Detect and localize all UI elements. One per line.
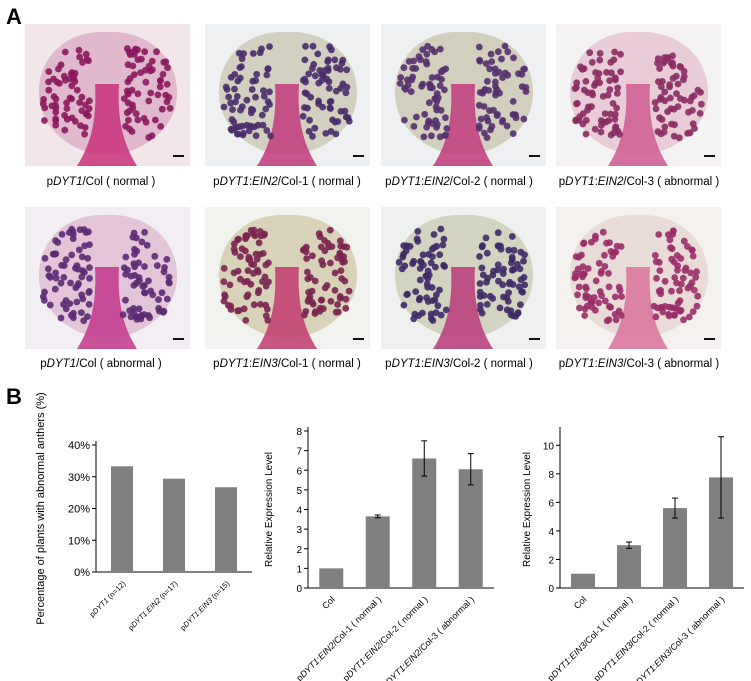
anther-micrograph xyxy=(205,24,370,166)
y-tick-label: 6 xyxy=(296,466,302,477)
micrograph-caption: pDYT1:EIN2/Col-1 ( normal ) xyxy=(213,176,361,188)
micrograph-caption: pDYT1:EIN2/Col-3 ( abnormal ) xyxy=(558,176,720,188)
category-label: pDYT1:EIN2 (n=17) xyxy=(126,579,179,632)
micrograph-caption: pDYT1/Col ( abnormal ) xyxy=(40,358,162,370)
y-tick-label: 0% xyxy=(74,567,90,579)
anther-micrograph xyxy=(381,24,546,166)
y-axis-label: Relative Expression Level xyxy=(522,452,533,567)
ein3-expression-chart: 0 2 4 6 8 10 Relative Expression Level Col pDYT1… xyxy=(520,418,751,681)
error-bar xyxy=(718,436,724,519)
anther-micrograph xyxy=(205,207,370,349)
y-tick-label: 8 xyxy=(296,427,302,438)
bar xyxy=(571,573,595,588)
micrograph-caption: pDYT1:EIN3/Col-3 ( abnormal ) xyxy=(558,358,720,370)
category-label: pDYT1:EIN2/Col-1 ( normal ) xyxy=(294,594,383,681)
anther-micrograph xyxy=(25,207,190,349)
category-label: pDYT1:EIN3/Col-1 ( normal ) xyxy=(546,594,635,681)
error-bar xyxy=(626,541,632,549)
anther-micrograph xyxy=(556,24,721,166)
error-bar xyxy=(467,453,474,486)
anther-micrograph xyxy=(381,207,546,349)
bar xyxy=(111,466,133,572)
bar xyxy=(319,568,344,588)
y-tick-label: 2 xyxy=(548,555,554,566)
y-tick-label: 4 xyxy=(548,527,554,538)
y-tick-label: 20% xyxy=(68,504,90,516)
micrograph-caption: pDYT1:EIN3/Col-2 ( normal ) xyxy=(385,358,533,370)
ein2-expression-chart: 0 1 2 3 4 5 6 7 8 Relative Expression Level Col pDY… xyxy=(262,418,502,681)
y-tick-label: 1 xyxy=(296,564,302,575)
error-bar xyxy=(374,514,381,519)
anther-micrograph xyxy=(25,24,190,166)
category-label: pDYT1:EIN3/Col-3 ( abnormal ) xyxy=(631,594,727,681)
micrograph-caption: pDYT1:EIN3/Col-1 ( normal ) xyxy=(213,358,361,370)
abnormal-anther-percentage-chart: 0% 10% 20% 30% 40% Percentage of plants with … xyxy=(30,392,255,675)
bar xyxy=(215,487,237,572)
y-tick-label: 40% xyxy=(68,440,90,452)
bar xyxy=(412,458,437,588)
y-tick-label: 30% xyxy=(68,472,90,484)
category-label: pDYT1:EIN2/Col-3 ( abnormal ) xyxy=(380,594,476,681)
bar xyxy=(458,469,483,588)
y-tick-label: 8 xyxy=(548,470,554,481)
panel-label-b: B xyxy=(6,384,22,409)
micrograph-caption: pDYT1/Col ( normal ) xyxy=(46,176,156,188)
y-tick-label: 10 xyxy=(543,441,555,452)
category-label: pDYT1 (n=12) xyxy=(88,579,128,619)
category-label: pDYT1:EIN3 (n=15) xyxy=(178,579,231,632)
y-axis-label: Percentage of plants with abnormal anthe… xyxy=(35,392,47,624)
y-tick-label: 7 xyxy=(296,447,302,458)
y-tick-label: 5 xyxy=(296,486,302,497)
bar xyxy=(663,508,687,588)
bar xyxy=(365,516,390,588)
y-tick-label: 3 xyxy=(296,525,302,536)
error-bar xyxy=(672,497,678,519)
error-bar xyxy=(421,440,428,477)
category-label: pDYT1:EIN3/Col-2 ( normal ) xyxy=(592,594,681,681)
y-tick-label: 6 xyxy=(548,498,554,509)
chart-svg: 0% 10% 20% 30% 40% Percentage of plants with … xyxy=(35,392,252,632)
y-tick-label: 4 xyxy=(296,506,302,517)
category-label: pDYT1:EIN2/Col-2 ( normal ) xyxy=(341,594,430,681)
bar xyxy=(617,545,641,588)
y-axis-label: Relative Expression Level xyxy=(264,452,275,567)
y-tick-label: 0 xyxy=(296,584,302,595)
bar xyxy=(163,478,185,572)
micrograph-caption: pDYT1:EIN2/Col-2 ( normal ) xyxy=(385,176,533,188)
panel-label-a: A xyxy=(6,4,22,29)
category-label: Col xyxy=(572,594,589,611)
y-tick-label: 10% xyxy=(68,535,90,547)
category-label: Col xyxy=(320,594,337,611)
y-tick-label: 2 xyxy=(296,545,302,556)
anther-micrograph xyxy=(556,207,721,349)
y-tick-label: 0 xyxy=(548,584,554,595)
